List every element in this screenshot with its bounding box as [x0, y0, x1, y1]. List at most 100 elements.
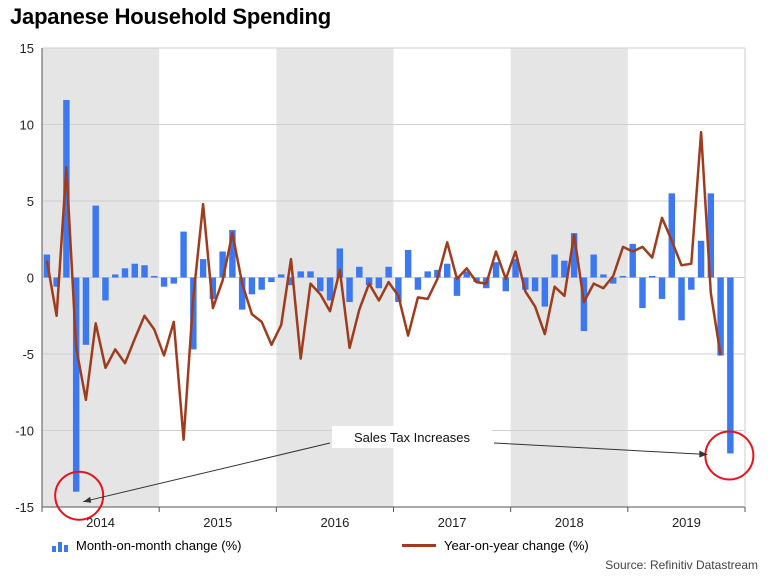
mom-bar	[297, 271, 304, 278]
highlight-circle-2014	[54, 470, 105, 521]
mom-bar	[131, 263, 138, 278]
mom-bar	[443, 263, 451, 278]
mom-bar	[434, 269, 441, 278]
mom-bar	[707, 193, 715, 278]
mom-bar	[160, 277, 168, 287]
chart-title: Japanese Household Spending	[10, 4, 331, 29]
y-tick-label: 15	[20, 41, 34, 56]
y-tick-label: -10	[15, 424, 34, 439]
mom-bar	[102, 277, 109, 301]
legend-yoy: Year-on-year change (%)	[402, 538, 589, 553]
y-tick-label: -5	[22, 347, 34, 362]
mom-bar	[639, 277, 646, 309]
yoy-legend-label: Year-on-year change (%)	[444, 538, 589, 553]
annotation-box	[332, 426, 492, 448]
mom-bar	[463, 271, 470, 278]
mom-bar	[209, 277, 217, 299]
mom-bar	[375, 277, 383, 289]
mom-bar	[365, 277, 373, 286]
mom-bar	[590, 254, 597, 278]
mom-bar	[92, 205, 99, 278]
mom-bar	[72, 277, 80, 492]
x-tick-label: 2017	[438, 515, 467, 530]
y-tick-label: 10	[20, 118, 34, 133]
mom-bar	[609, 277, 617, 284]
mom-bar	[649, 275, 656, 278]
mom-bar	[697, 240, 705, 278]
x-tick-label: 2014	[86, 515, 115, 530]
mom-bar	[112, 274, 119, 278]
mom-bar	[502, 277, 510, 292]
mom-bar	[414, 277, 422, 290]
arrowhead-left	[83, 496, 92, 503]
mom-bar	[531, 277, 539, 292]
mom-bar	[336, 248, 344, 278]
mom-bar	[678, 277, 685, 321]
mom-legend-label: Month-on-month change (%)	[76, 538, 242, 553]
mom-bar	[238, 277, 246, 310]
mom-bar	[277, 274, 285, 278]
mom-bar	[541, 277, 549, 307]
mom-bar	[141, 265, 148, 278]
mom-bar	[512, 259, 519, 278]
mom-bar	[522, 277, 529, 290]
yoy-series-line	[45, 130, 722, 441]
mom-bar	[473, 277, 480, 283]
mom-bar	[570, 233, 578, 278]
mom-bar	[668, 193, 675, 278]
mom-bar	[727, 277, 734, 454]
mom-bar	[658, 277, 666, 299]
mom-bar	[229, 230, 236, 278]
mom-bar	[151, 275, 158, 278]
y-tick-label: -15	[15, 500, 34, 515]
mom-bar	[404, 249, 412, 278]
axes	[41, 48, 746, 512]
mom-bar	[248, 277, 256, 295]
x-tick-label: 2016	[320, 515, 349, 530]
y-tick-label: 5	[27, 194, 34, 209]
mom-bar	[619, 275, 627, 278]
x-tick-label: 2018	[555, 515, 584, 530]
mom-bar	[170, 277, 178, 284]
mom-bar	[307, 271, 314, 278]
mom-bar	[453, 277, 461, 296]
mom-bar	[317, 277, 324, 292]
annotation: Sales Tax Increases	[54, 426, 755, 521]
mom-bar	[356, 266, 363, 278]
yoy-legend-swatch	[402, 544, 436, 547]
annotation-label: Sales Tax Increases	[354, 430, 471, 445]
mom-bar	[424, 271, 431, 278]
mom-bar	[717, 277, 724, 356]
mom-bar	[53, 277, 60, 287]
mom-bar	[258, 277, 265, 290]
highlight-circle-2019	[704, 430, 755, 481]
mom-bar	[688, 277, 695, 290]
annotation-arrow-right	[493, 442, 708, 455]
mom-bar	[385, 266, 392, 278]
mom-bar	[551, 254, 558, 278]
mom-bar	[219, 251, 226, 278]
mom-bar	[492, 262, 500, 278]
y-axis-ticks: 15 10 5 0 -5 -10 -15	[15, 41, 34, 515]
mom-bar	[268, 277, 275, 283]
mom-bar	[561, 260, 568, 278]
x-axis-labels: 2014 2015 2016 2017 2018 2019	[86, 515, 701, 530]
mom-bar	[629, 243, 636, 278]
source-note: Source: Refinitiv Datastream	[605, 558, 758, 572]
mom-bar	[121, 268, 129, 278]
annotation-arrow-left	[83, 442, 331, 503]
mom-legend-swatch	[52, 540, 68, 552]
x-tick-label: 2015	[203, 515, 232, 530]
mom-bar	[395, 277, 402, 302]
mom-bar	[199, 259, 207, 278]
mom-bar	[287, 277, 295, 286]
mom-bar	[326, 277, 334, 301]
legend-mom: Month-on-month change (%)	[52, 538, 241, 553]
y-tick-label: 0	[27, 271, 34, 286]
mom-bar	[600, 274, 607, 278]
mom-bar	[346, 277, 353, 302]
x-tick-label: 2019	[672, 515, 701, 530]
mom-bar	[82, 277, 90, 345]
yoy-line	[45, 130, 722, 441]
